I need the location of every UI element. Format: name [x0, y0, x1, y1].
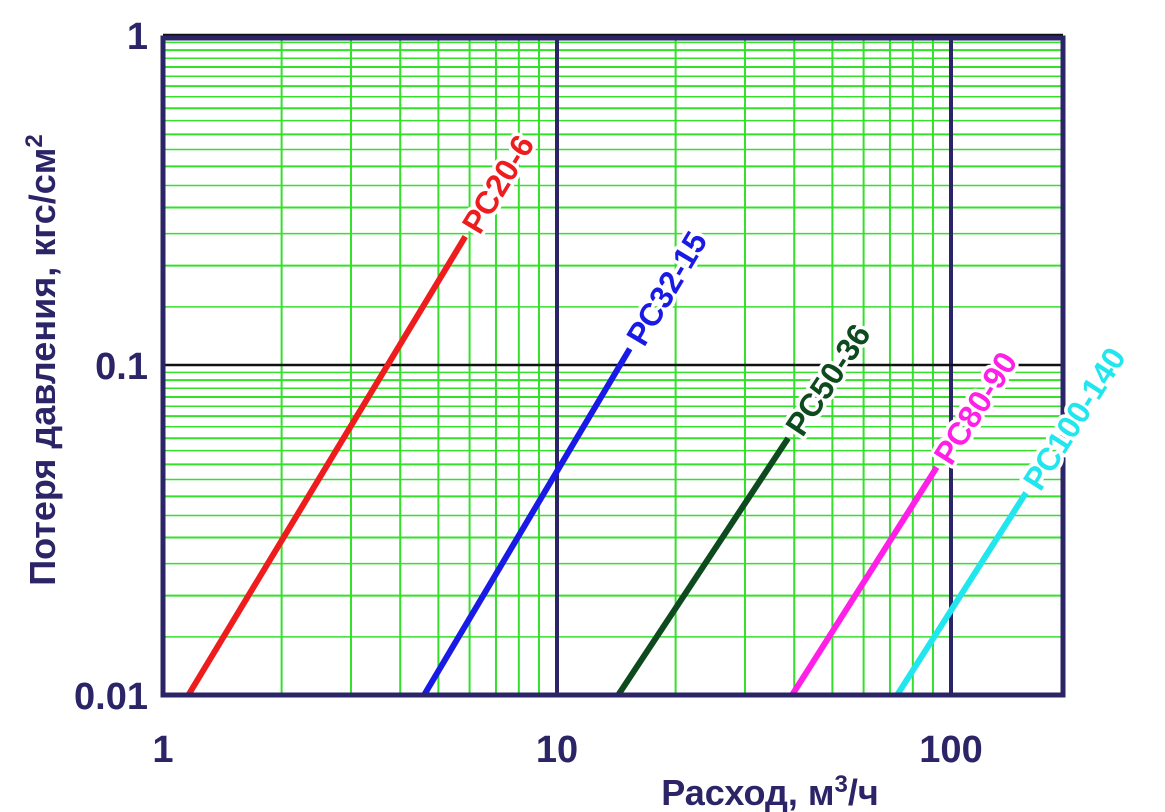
y-axis-title-sup: 2	[21, 134, 48, 147]
series-line-2	[615, 436, 791, 697]
series-line-1	[421, 347, 633, 697]
x-axis-title: Расход, м3/ч	[661, 771, 879, 812]
series-lines	[185, 235, 1029, 697]
plot-frame	[160, 35, 1066, 698]
x-axis-title-suffix: /ч	[848, 772, 879, 812]
series-line-4	[894, 491, 1029, 697]
series-label-1: РС32-15	[619, 225, 714, 351]
y-tick-label-1: 0.1	[95, 346, 148, 388]
major-grid	[163, 33, 1063, 695]
x-tick-labels: 1 10 100	[152, 729, 982, 771]
series-line-0	[185, 235, 468, 697]
y-tick-label-0: 0.01	[74, 676, 148, 718]
y-axis-title-text: Потеря давления, кгс/см	[22, 148, 63, 586]
y-tick-labels: 0.01 0.1 1	[74, 16, 148, 718]
series-line-3	[789, 465, 940, 697]
y-axis-title: Потеря давления, кгс/см2	[21, 134, 64, 586]
x-tick-label-1: 10	[536, 729, 578, 771]
x-axis-title-text: Расход, м	[661, 772, 834, 812]
series-label-0: РС20-6	[455, 129, 541, 240]
x-tick-label-0: 1	[152, 729, 173, 771]
x-tick-label-2: 100	[919, 729, 982, 771]
x-axis-title-sup: 3	[834, 771, 847, 798]
minor-grid	[163, 38, 1063, 695]
y-tick-label-2: 1	[127, 16, 148, 58]
